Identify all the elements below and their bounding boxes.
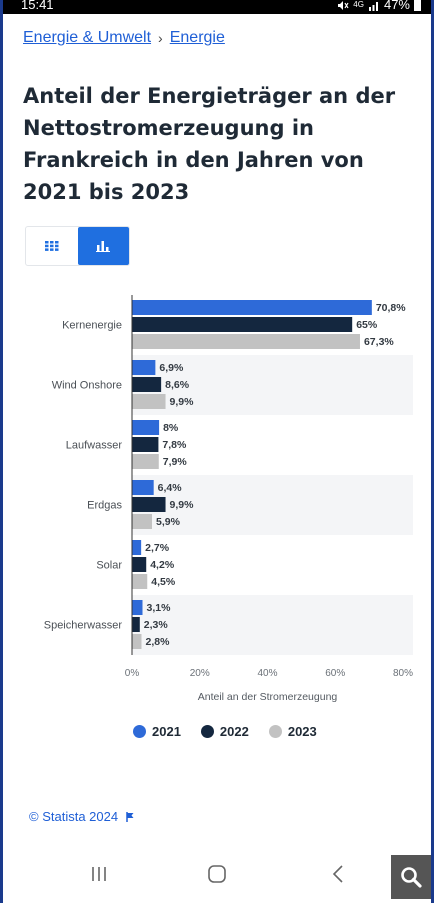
page-title: Anteil der Energieträger an der Nettostr… <box>23 84 396 204</box>
legend-item-2023[interactable]: 2023 <box>268 724 317 739</box>
mute-icon <box>338 0 349 10</box>
data-label: 65% <box>356 319 378 331</box>
bar-2022-3 <box>132 497 166 512</box>
table-icon <box>44 241 59 251</box>
chart-band-5 <box>132 595 413 655</box>
battery-icon <box>414 0 421 11</box>
table-view-button[interactable] <box>26 227 78 265</box>
bar-2021-3 <box>132 480 154 495</box>
data-label: 70,8% <box>376 302 406 314</box>
home-icon[interactable] <box>206 864 228 884</box>
bar-2023-5 <box>132 634 142 649</box>
breadcrumb: Energie & Umwelt › Energie <box>23 29 225 47</box>
breadcrumb-link-energie[interactable]: Energie <box>169 29 225 46</box>
data-label: 6,9% <box>159 362 184 374</box>
signal-icon <box>368 1 378 11</box>
category-label: Wind Onshore <box>52 380 122 392</box>
bar-2023-4 <box>132 574 148 589</box>
bar-2021-1 <box>132 360 156 375</box>
legend-label-2021: 2021 <box>152 724 181 739</box>
data-label: 2,7% <box>145 542 170 554</box>
bar-2021-5 <box>132 600 143 615</box>
breadcrumb-link-energie-umwelt[interactable]: Energie & Umwelt <box>23 29 152 46</box>
bar-2023-3 <box>132 514 152 529</box>
view-toggle <box>25 226 130 266</box>
credit-text: © Statista 2024 <box>29 809 119 824</box>
flag-icon <box>126 811 134 822</box>
page: 15:41 4G 47% Energie & Umwelt › Energie … <box>3 0 431 903</box>
legend-dot-2022 <box>200 725 214 738</box>
x-axis-label: Anteil an der Stromerzeugung <box>198 691 338 703</box>
search-button[interactable] <box>391 855 431 899</box>
recent-apps-icon[interactable] <box>89 864 109 884</box>
bar-2022-5 <box>132 617 140 632</box>
back-icon[interactable] <box>330 864 346 884</box>
x-tick-label: 0% <box>125 668 140 679</box>
android-nav-bar <box>3 852 431 903</box>
bar-2023-2 <box>132 454 159 469</box>
legend-dot-2021 <box>133 725 146 738</box>
status-bar: 15:41 4G 47% <box>3 0 431 14</box>
data-label: 4,2% <box>150 559 175 571</box>
data-label: 5,9% <box>156 516 181 528</box>
data-label: 7,8% <box>162 439 187 451</box>
bar-2022-0 <box>132 317 353 332</box>
legend-label-2022: 2022 <box>219 724 249 739</box>
data-label: 8,6% <box>165 379 190 391</box>
bar-2021-0 <box>132 300 372 315</box>
bar-chart-icon <box>96 241 111 252</box>
x-tick-label: 20% <box>190 668 210 679</box>
bar-2023-1 <box>132 394 166 409</box>
chart-view-button[interactable] <box>77 227 129 265</box>
statista-credit[interactable]: © Statista 2024 <box>29 809 135 824</box>
chart-band-1 <box>132 355 413 415</box>
bar-2021-4 <box>132 540 142 555</box>
legend-label-2023: 2023 <box>287 724 317 739</box>
category-label: Solar <box>96 560 122 572</box>
category-label: Speicherwasser <box>44 620 123 632</box>
data-label: 6,4% <box>158 482 183 494</box>
status-time: 15:41 <box>21 0 54 12</box>
data-label: 3,1% <box>147 602 172 614</box>
data-label: 4,5% <box>151 576 176 588</box>
network-label: 4G <box>353 0 364 9</box>
data-label: 67,3% <box>364 336 394 348</box>
breadcrumb-separator: › <box>158 30 163 46</box>
chart-legend: 2021 2022 2023 <box>133 724 317 739</box>
data-label: 2,3% <box>144 619 169 631</box>
bar-2023-0 <box>132 334 360 349</box>
x-tick-label: 60% <box>325 668 345 679</box>
bar-chart: Kernenergie 70,8% 65% 67,3% Wind Onshore 6,9%… <box>44 295 413 703</box>
legend-item-2022[interactable]: 2022 <box>200 724 249 739</box>
category-label: Erdgas <box>87 500 122 512</box>
x-tick-label: 80% <box>393 668 413 679</box>
bar-2022-4 <box>132 557 147 572</box>
data-label: 7,9% <box>163 456 188 468</box>
data-label: 8% <box>163 422 179 434</box>
status-right: 4G 47% <box>337 0 421 12</box>
chart-band-3 <box>132 475 413 535</box>
bar-2022-2 <box>132 437 159 452</box>
data-label: 2,8% <box>145 636 170 648</box>
category-label: Laufwasser <box>66 440 123 452</box>
data-label: 9,9% <box>170 396 195 408</box>
legend-item-2021[interactable]: 2021 <box>133 724 181 739</box>
category-label: Kernenergie <box>62 320 122 332</box>
bar-2021-2 <box>132 420 160 435</box>
data-label: 9,9% <box>170 499 195 511</box>
x-tick-label: 40% <box>257 668 277 679</box>
bar-2022-1 <box>132 377 162 392</box>
search-icon <box>401 867 422 888</box>
legend-dot-2023 <box>268 725 282 738</box>
battery-percent: 47% <box>383 0 410 12</box>
